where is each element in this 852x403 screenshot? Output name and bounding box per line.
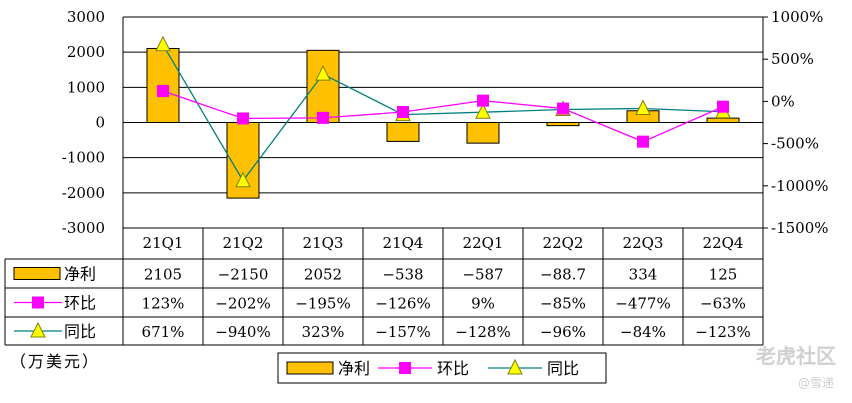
table-cell: −63%	[700, 295, 746, 313]
table-cell: 123%	[142, 295, 185, 313]
table-cell: −84%	[620, 323, 666, 341]
marker-square	[397, 106, 409, 119]
table-cell: −85%	[540, 295, 586, 313]
legend-key-bar	[286, 361, 334, 375]
x-tick-label: 21Q1	[143, 234, 184, 252]
marker-square	[637, 135, 649, 148]
x-tick-label: 22Q3	[623, 234, 664, 252]
marker-triangle	[475, 103, 491, 119]
table-cell: −587	[462, 266, 503, 284]
marker-square	[477, 94, 489, 107]
table-cell: −128%	[455, 323, 510, 341]
table-cell: −123%	[695, 323, 750, 341]
table-row-label: 环比	[64, 294, 96, 313]
legend-label: 环比	[437, 359, 469, 378]
x-tick-label: 21Q2	[223, 234, 264, 252]
y2-tick-label: 0%	[771, 92, 795, 110]
table-cell: −88.7	[540, 266, 586, 284]
table-row-label: 同比	[64, 322, 96, 341]
bar	[546, 122, 580, 127]
marker-triangle	[315, 65, 331, 81]
table-cell: 671%	[142, 323, 185, 341]
unit-label: （万美元）	[10, 352, 101, 371]
marker-triangle	[155, 35, 171, 52]
table-cell: −538	[382, 266, 423, 284]
marker-square	[317, 111, 329, 124]
x-tick-label: 22Q4	[703, 234, 744, 252]
y-tick-label: 0	[95, 114, 105, 132]
table-key-square	[32, 296, 44, 309]
legend-key-square	[399, 362, 411, 374]
table-key-triangle	[30, 321, 46, 338]
x-tick-label: 21Q4	[383, 234, 424, 252]
table-cell: 323%	[302, 323, 345, 341]
table-cell: 334	[629, 266, 658, 284]
y2-tick-label: -500%	[771, 135, 819, 153]
y2-tick-label: -1500%	[771, 219, 829, 237]
marker-square	[237, 112, 249, 125]
marker-triangle	[235, 171, 251, 188]
legend-label: 净利	[338, 359, 370, 378]
watermark-sub: @雪递	[797, 376, 834, 390]
y-tick-label: 1000	[67, 78, 105, 96]
table-cell: −202%	[215, 295, 270, 313]
y-tick-label: -3000	[62, 219, 105, 237]
table-cell: −157%	[375, 323, 430, 341]
table-cell: 125	[709, 266, 738, 284]
y-tick-label: -1000	[62, 149, 105, 167]
series-line-同比	[162, 44, 724, 182]
bar	[466, 122, 500, 144]
y2-tick-label: 500%	[771, 50, 814, 68]
bar	[706, 117, 740, 123]
watermark: 老虎社区	[756, 344, 836, 368]
x-tick-label: 21Q3	[303, 234, 344, 252]
marker-square	[157, 85, 169, 98]
bar	[306, 49, 340, 124]
x-tick-label: 22Q2	[543, 234, 584, 252]
bar	[386, 122, 420, 142]
table-cell: −126%	[375, 295, 430, 313]
table-cell: −2150	[218, 266, 269, 284]
legend-key-triangle	[507, 358, 523, 375]
y2-tick-label: -1000%	[771, 177, 829, 195]
table-key-bar	[13, 267, 61, 280]
y-tick-label: 3000	[67, 8, 105, 26]
table-cell: 2052	[304, 266, 342, 284]
table-cell: −940%	[215, 323, 270, 341]
legend-label: 同比	[547, 359, 579, 378]
table-cell: 2105	[144, 266, 182, 284]
series-line-环比	[162, 90, 724, 143]
table-cell: −477%	[615, 295, 670, 313]
marker-square	[717, 100, 729, 113]
table-cell: −96%	[540, 323, 586, 341]
marker-square	[557, 102, 569, 115]
table-cell: −195%	[295, 295, 350, 313]
y2-tick-label: 1000%	[771, 8, 823, 26]
x-tick-label: 22Q1	[463, 234, 504, 252]
y-tick-label: 2000	[67, 43, 105, 61]
table-cell: 9%	[471, 295, 495, 313]
table-row-label: 净利	[64, 265, 96, 284]
y-tick-label: -2000	[62, 184, 105, 202]
marker-triangle	[635, 99, 651, 115]
